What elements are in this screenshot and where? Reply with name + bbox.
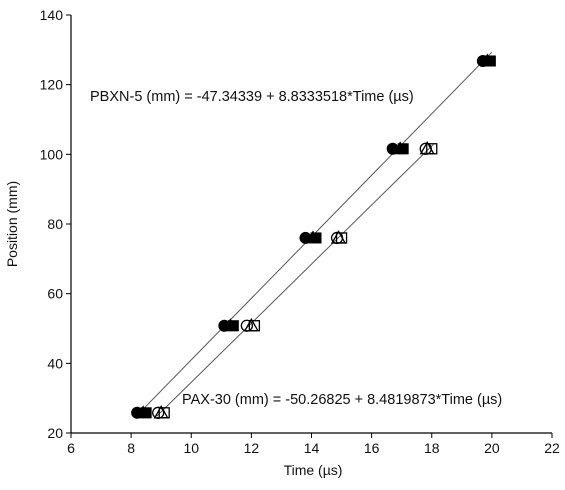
pax-30-square-point xyxy=(158,407,170,419)
pax-30-circle-point xyxy=(240,319,254,332)
pbxn-5-square-point xyxy=(310,232,322,244)
x-tick-label: 10 xyxy=(183,440,199,456)
pax-30-fit-line xyxy=(156,144,434,417)
y-tick-label: 20 xyxy=(47,425,63,441)
pbxn-5-square-point xyxy=(140,407,152,419)
pax-30-fit-equation: PAX-30 (mm) = -50.26825 + 8.4819873*Time… xyxy=(182,392,502,408)
x-tick-label: 20 xyxy=(484,440,500,456)
pbxn-5-square-point xyxy=(227,320,239,332)
y-tick-label: 60 xyxy=(47,286,63,302)
pbxn-5-square-point xyxy=(484,55,496,67)
axes: 6 8 10 12 14 16 18 20 22 20 40 60 80 100 120 140 xyxy=(40,7,560,456)
pbxn-5-square-point xyxy=(397,143,409,155)
y-tick-label: 80 xyxy=(47,216,63,232)
pax-30-square-point xyxy=(248,320,261,332)
pax-30-square-point xyxy=(335,232,348,244)
y-tick-label: 40 xyxy=(47,355,63,371)
x-tick-label: 16 xyxy=(364,440,380,456)
y-tick-label: 100 xyxy=(40,146,64,162)
y-tick-label: 120 xyxy=(40,77,64,93)
pbxn-5-fit-equation: PBXN-5 (mm) = -47.34339 + 8.8333518*Time… xyxy=(90,89,414,105)
x-tick-label: 18 xyxy=(424,440,440,456)
data-markers xyxy=(131,53,496,419)
y-tick-label: 140 xyxy=(40,7,64,23)
x-tick-label: 14 xyxy=(304,440,320,456)
x-tick-label: 8 xyxy=(127,440,135,456)
x-axis-label: Time (µs) xyxy=(284,462,343,478)
y-axis-label: Position (mm) xyxy=(4,181,20,267)
pax-30-square-point xyxy=(426,143,438,155)
x-tick-label: 22 xyxy=(544,440,560,456)
x-tick-label: 6 xyxy=(67,440,75,456)
x-tick-label: 12 xyxy=(244,440,260,456)
